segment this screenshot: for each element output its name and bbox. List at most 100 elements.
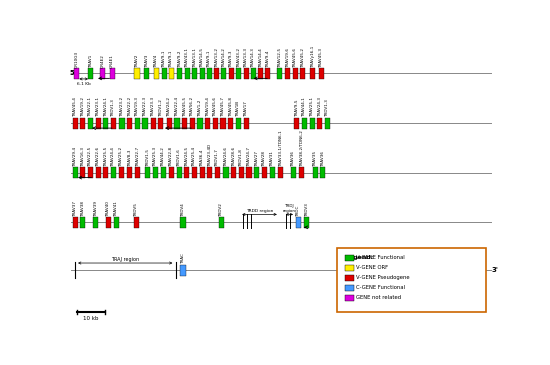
Text: TRDV1-7: TRDV1-7 bbox=[216, 149, 219, 167]
Text: TRAV23-2: TRAV23-2 bbox=[120, 97, 124, 118]
Bar bbox=[197, 118, 202, 129]
Text: TRAV43-2: TRAV43-2 bbox=[237, 48, 241, 68]
Bar bbox=[151, 118, 156, 129]
Text: GENE not related: GENE not related bbox=[356, 296, 402, 300]
Bar bbox=[325, 118, 330, 129]
Bar bbox=[244, 118, 249, 129]
Bar bbox=[103, 118, 108, 129]
Bar bbox=[254, 168, 259, 178]
Bar bbox=[223, 168, 229, 178]
Text: TRAV14-4: TRAV14-4 bbox=[258, 48, 262, 68]
Text: 5': 5' bbox=[69, 70, 76, 76]
Text: TRDV1-6: TRDV1-6 bbox=[177, 149, 181, 167]
Text: TRAC: TRAC bbox=[181, 254, 185, 264]
Bar bbox=[265, 68, 271, 79]
Text: TRAV45-7: TRAV45-7 bbox=[221, 97, 225, 118]
Text: TRAV36: TRAV36 bbox=[321, 151, 325, 167]
Text: TRAV19-6: TRAV19-6 bbox=[286, 48, 290, 68]
Text: 6.1 Kb: 6.1 Kb bbox=[77, 82, 91, 86]
Text: TRAV9-2: TRAV9-2 bbox=[178, 50, 182, 68]
Text: V-GENE Pseudogene: V-GENE Pseudogene bbox=[356, 276, 410, 280]
Text: TRAV24-7: TRAV24-7 bbox=[247, 147, 251, 167]
Bar bbox=[142, 118, 147, 129]
Bar bbox=[169, 68, 174, 79]
Bar bbox=[278, 168, 283, 178]
Bar bbox=[153, 68, 159, 79]
Bar bbox=[228, 118, 233, 129]
Bar bbox=[135, 168, 140, 178]
Bar bbox=[200, 168, 205, 178]
Bar bbox=[158, 118, 163, 129]
Text: TRDD region: TRDD region bbox=[246, 209, 273, 213]
Bar bbox=[88, 168, 93, 178]
Bar bbox=[344, 265, 354, 271]
Text: TRAV25-2: TRAV25-2 bbox=[119, 147, 123, 167]
Bar bbox=[162, 68, 167, 79]
Bar bbox=[300, 68, 305, 79]
Text: TRAV33-1/TDN6-1: TRAV33-1/TDN6-1 bbox=[279, 130, 283, 167]
Bar bbox=[244, 68, 249, 79]
Bar bbox=[177, 168, 182, 178]
Text: TRAV16-3: TRAV16-3 bbox=[81, 147, 85, 167]
Text: TRAV45-6: TRAV45-6 bbox=[293, 48, 297, 68]
Bar bbox=[317, 118, 322, 129]
Bar bbox=[113, 217, 119, 228]
Bar bbox=[167, 118, 172, 129]
Text: TRAV45-2: TRAV45-2 bbox=[301, 48, 305, 68]
Text: TRDV3: TRDV3 bbox=[305, 203, 309, 217]
Bar bbox=[246, 168, 251, 178]
Text: TRAV23-4D: TRAV23-4D bbox=[208, 144, 212, 167]
Bar bbox=[119, 168, 124, 178]
Bar bbox=[270, 168, 274, 178]
Text: TRAV9-3: TRAV9-3 bbox=[229, 50, 233, 68]
Bar bbox=[229, 68, 234, 79]
Text: TRDV5: TRDV5 bbox=[134, 203, 138, 217]
Text: TRAV9-5: TRAV9-5 bbox=[295, 100, 299, 118]
Text: TRAV25-4: TRAV25-4 bbox=[192, 147, 196, 167]
Bar bbox=[144, 68, 149, 79]
Text: TRAV22-1: TRAV22-1 bbox=[89, 97, 92, 118]
Text: 3': 3' bbox=[492, 267, 499, 273]
Text: V-GENE Functional: V-GENE Functional bbox=[356, 255, 405, 261]
Bar bbox=[192, 168, 197, 178]
Bar bbox=[134, 217, 139, 228]
Bar bbox=[231, 168, 236, 178]
Text: TRAV24-6: TRAV24-6 bbox=[224, 147, 228, 167]
Bar bbox=[304, 217, 309, 228]
Text: TRAV14-5: TRAV14-5 bbox=[200, 48, 204, 68]
Bar bbox=[293, 68, 298, 79]
Bar bbox=[180, 217, 185, 228]
Bar bbox=[344, 255, 354, 261]
Text: TRAV28-6: TRAV28-6 bbox=[232, 147, 236, 167]
Text: TRAV13-2: TRAV13-2 bbox=[214, 48, 219, 68]
Bar bbox=[236, 118, 241, 129]
Bar bbox=[80, 217, 85, 228]
Bar bbox=[344, 285, 354, 291]
Bar bbox=[169, 168, 174, 178]
Bar bbox=[111, 168, 116, 178]
Bar bbox=[258, 68, 263, 79]
Bar bbox=[127, 118, 132, 129]
Bar bbox=[344, 295, 354, 301]
Text: TRAV29-4: TRAV29-4 bbox=[73, 147, 77, 167]
Text: TRAV45-8: TRAV45-8 bbox=[229, 97, 233, 118]
Bar bbox=[96, 118, 101, 129]
Bar bbox=[236, 68, 241, 79]
Text: TRAV45-3: TRAV45-3 bbox=[319, 48, 323, 68]
Text: TRAV24-4: TRAV24-4 bbox=[112, 147, 116, 167]
Text: TRAV45-6: TRAV45-6 bbox=[213, 97, 217, 118]
Bar bbox=[135, 118, 140, 129]
Text: TRAV2: TRAV2 bbox=[135, 54, 139, 68]
Text: TRA36-4: TRA36-4 bbox=[200, 150, 204, 167]
Bar bbox=[285, 68, 290, 79]
Text: TRAV19-3: TRAV19-3 bbox=[135, 97, 139, 118]
Text: TRAV1-2: TRAV1-2 bbox=[198, 100, 202, 118]
Text: TRAV22-4: TRAV22-4 bbox=[175, 97, 179, 118]
Bar bbox=[182, 118, 187, 129]
Text: TRAV28: TRAV28 bbox=[262, 151, 266, 167]
Text: TRAV40: TRAV40 bbox=[106, 201, 111, 217]
Bar bbox=[277, 68, 282, 79]
Text: TRAV19-4: TRAV19-4 bbox=[206, 97, 210, 118]
Bar bbox=[221, 68, 227, 79]
Bar bbox=[294, 118, 299, 129]
